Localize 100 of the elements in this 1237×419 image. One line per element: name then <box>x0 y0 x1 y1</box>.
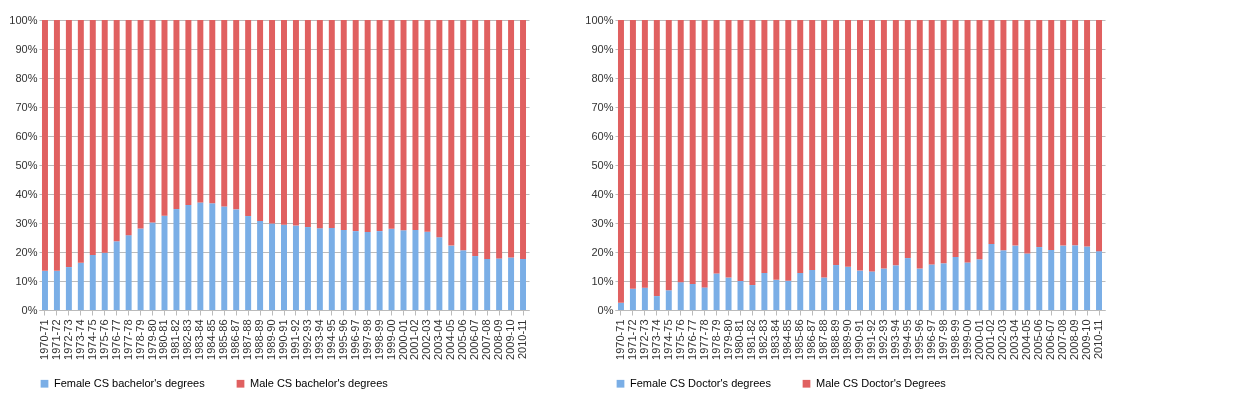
x-tick-label: 2002-03 <box>996 319 1009 360</box>
bar <box>749 20 756 286</box>
x-tick-label: 1970-71 <box>37 319 50 360</box>
x-tick-label: 1985-86 <box>793 319 806 360</box>
bar <box>857 20 863 271</box>
bar <box>1096 20 1103 252</box>
bar <box>460 20 467 251</box>
bar <box>113 241 120 310</box>
x-tick-label: 2008-09 <box>492 319 505 360</box>
y-tick-label: 20% <box>15 245 38 258</box>
bar <box>701 20 708 288</box>
bar <box>173 20 180 210</box>
x-tick-label: 1999-00 <box>384 319 397 360</box>
y-tick-label: 100% <box>9 13 38 26</box>
x-tick-label: 2004-05 <box>444 319 457 360</box>
x-tick-label: 1973-74 <box>649 319 662 360</box>
bar <box>304 227 311 310</box>
x-tick-label: 2008-09 <box>1068 319 1081 360</box>
bar <box>197 20 204 203</box>
x-tick-label: 2002-03 <box>420 319 433 360</box>
bar <box>448 245 455 310</box>
bar <box>845 20 852 267</box>
y-tick-label: 40% <box>591 187 614 200</box>
x-tick-label: 2010-11 <box>1092 319 1105 360</box>
bar <box>245 20 252 217</box>
x-tick-label: 2010-11 <box>516 319 529 360</box>
x-tick-label: 1976-77 <box>109 319 122 360</box>
x-tick-label: 1995-96 <box>336 319 349 360</box>
bar <box>1072 245 1079 310</box>
x-tick-label: 1978-79 <box>133 319 146 360</box>
bar <box>304 20 311 228</box>
bar <box>269 20 276 224</box>
bar <box>245 216 252 310</box>
x-tick-label: 1991-92 <box>288 319 301 360</box>
bar <box>352 20 359 232</box>
bar <box>952 20 959 257</box>
bar <box>269 223 276 310</box>
x-tick-label: 2007-08 <box>1056 319 1069 360</box>
bar <box>221 20 228 207</box>
x-tick-label: 1998-99 <box>948 319 961 360</box>
bar <box>952 256 959 310</box>
x-tick-label: 1983-84 <box>193 319 206 360</box>
bar <box>761 272 768 310</box>
x-tick-label: 1973-74 <box>73 319 86 360</box>
bar <box>665 290 672 310</box>
x-tick-label: 2003-04 <box>1008 319 1021 360</box>
y-tick-label: 70% <box>15 100 38 113</box>
x-tick-label: 1979-80 <box>721 319 734 360</box>
x-tick-label: 2006-07 <box>468 319 481 360</box>
legend-label: Female CS Doctor's degrees <box>630 376 772 389</box>
x-tick-label: 1989-90 <box>841 319 854 360</box>
bar <box>101 20 108 253</box>
bar <box>773 20 780 280</box>
x-tick-label: 1990-91 <box>277 319 289 360</box>
bar <box>797 272 804 310</box>
bar <box>209 203 216 310</box>
x-tick-label: 1988-89 <box>829 319 842 360</box>
x-tick-label: 1987-88 <box>241 319 254 360</box>
bar <box>364 20 371 232</box>
x-tick-label: 1976-77 <box>685 319 698 360</box>
bar <box>41 20 48 271</box>
bar <box>1000 20 1007 251</box>
bar <box>149 20 156 223</box>
bar <box>77 262 84 310</box>
bar <box>653 296 660 310</box>
bar <box>809 269 816 310</box>
bar <box>257 220 264 310</box>
bar <box>508 257 515 310</box>
y-tick-label: 20% <box>591 245 614 258</box>
x-tick-label: 1984-85 <box>781 319 794 360</box>
x-tick-label: 2006-07 <box>1044 319 1057 360</box>
bar <box>845 266 852 310</box>
x-tick-label: 1997-98 <box>936 319 949 360</box>
bar <box>641 20 648 288</box>
y-tick-label: 30% <box>591 216 614 229</box>
x-tick-label: 1979-80 <box>145 319 158 360</box>
bar <box>281 224 287 310</box>
bar <box>173 209 180 310</box>
legend-label: Male CS Doctor's Degrees <box>816 376 947 389</box>
bar <box>821 20 828 278</box>
bar <box>749 285 756 310</box>
y-tick-label: 90% <box>591 42 614 55</box>
bar <box>821 277 828 310</box>
y-tick-label: 30% <box>15 216 38 229</box>
legend-label: Female CS bachelor's degrees <box>54 376 206 389</box>
bar <box>89 254 96 310</box>
bar <box>328 20 335 228</box>
bar <box>484 258 491 310</box>
bar <box>89 20 96 255</box>
bar <box>65 267 72 310</box>
bar <box>928 20 935 265</box>
bar <box>1096 251 1103 310</box>
bar <box>233 20 240 210</box>
bar <box>292 225 299 310</box>
bar <box>376 20 383 232</box>
bar <box>257 20 264 221</box>
bar <box>472 256 479 310</box>
bar <box>484 20 491 259</box>
x-tick-label: 2007-08 <box>480 319 493 360</box>
bar <box>940 20 947 264</box>
